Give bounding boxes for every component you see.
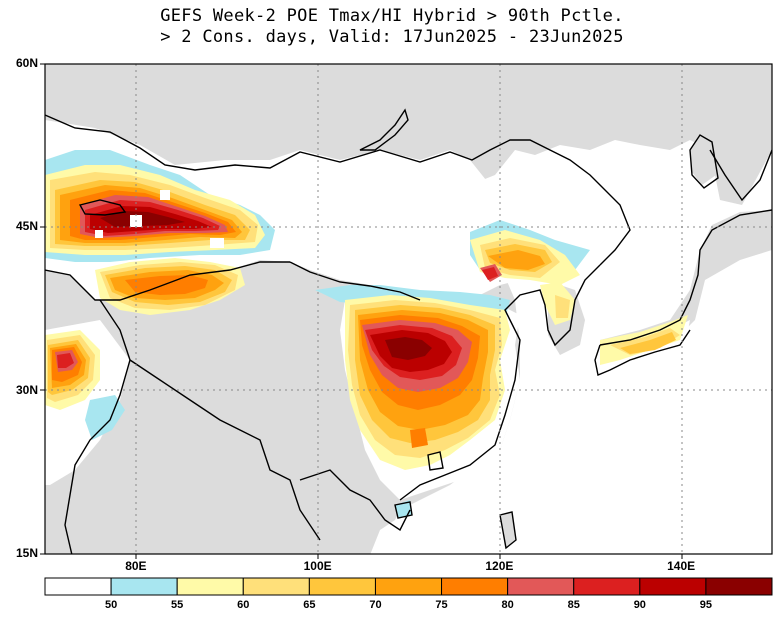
- lat-label-15n: 15N: [15, 546, 38, 560]
- colorbar-label: 50: [104, 599, 118, 611]
- poe-95-plus: [100, 211, 432, 360]
- lon-label-120e: 120E: [485, 559, 514, 573]
- map-frame: [44, 63, 773, 555]
- colorbar-bin: [639, 577, 707, 596]
- map-title: GEFS Week-2 POE Tmax/HI Hybrid > 90th Pc…: [0, 6, 784, 48]
- lon-label-80e: 80E: [125, 559, 147, 573]
- title-line-2: > 2 Cons. days, Valid: 17Jun2025 - 23Jun…: [160, 27, 624, 47]
- colorbar-bin: [242, 577, 310, 596]
- colorbar-label: 60: [237, 599, 250, 611]
- coastlines: [45, 108, 772, 554]
- lon-label-100e: 100E: [303, 559, 332, 573]
- colorbar-label: 75: [435, 599, 448, 611]
- colorbar-bin: [705, 577, 773, 596]
- lat-label-45n: 45N: [15, 219, 38, 234]
- colorbar-label: 70: [369, 599, 382, 611]
- colorbar: [44, 577, 773, 596]
- colorbar-bin: [176, 577, 244, 596]
- colorbar-bin: [44, 577, 112, 596]
- colorbar-bin: [507, 577, 575, 596]
- colorbar-bin: [308, 577, 376, 596]
- colorbar-bin: [110, 577, 178, 596]
- lat-label-30n: 30N: [15, 382, 38, 397]
- colorbar-label: 65: [303, 599, 316, 611]
- colorbar-label: 85: [567, 599, 580, 611]
- colorbar-label: 90: [633, 599, 646, 611]
- tick-marks: [40, 63, 683, 559]
- title-line-1: GEFS Week-2 POE Tmax/HI Hybrid > 90th Pc…: [160, 6, 624, 26]
- colorbar-bin: [374, 577, 443, 596]
- lat-label-60n: 60N: [15, 56, 38, 70]
- colorbar-bin: [573, 577, 641, 596]
- graticule: [45, 64, 772, 554]
- colorbar-label: 55: [171, 599, 184, 611]
- colorbar-bin: [441, 577, 509, 596]
- colorbar-label: 95: [699, 599, 713, 611]
- colorbar-label: 80: [501, 599, 514, 611]
- lon-label-140e: 140E: [667, 559, 696, 573]
